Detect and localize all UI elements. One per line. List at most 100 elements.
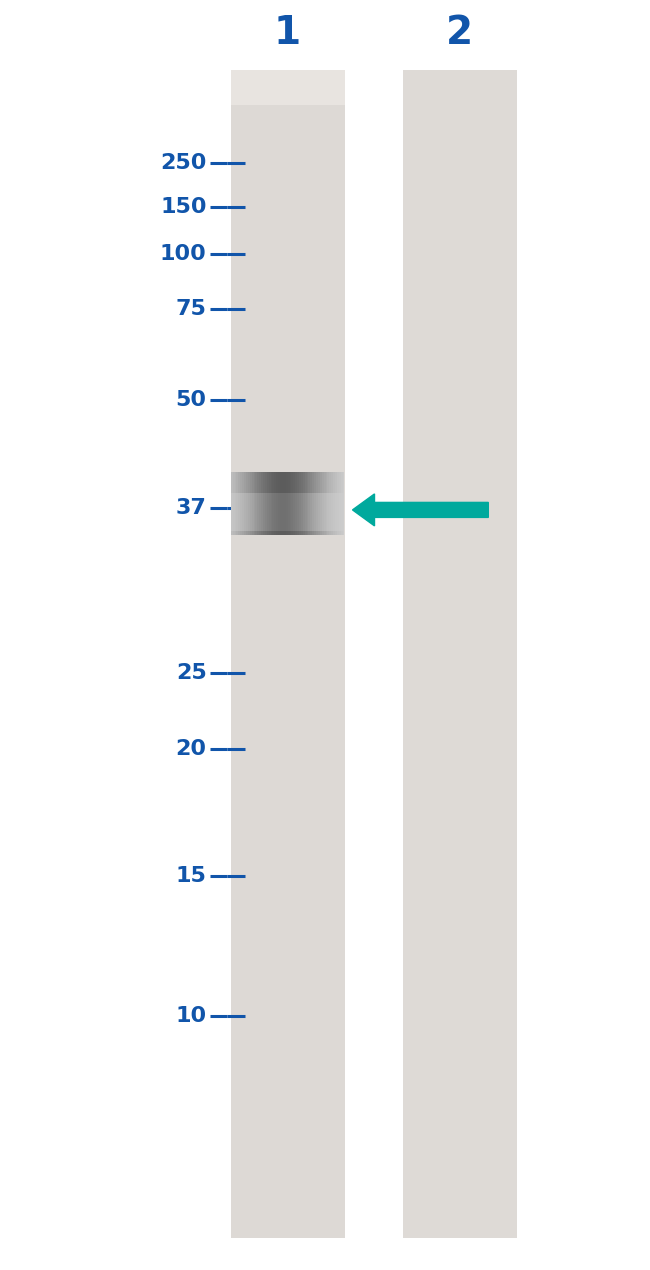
- Bar: [282, 472, 284, 535]
- FancyArrow shape: [352, 494, 488, 526]
- Bar: [263, 472, 265, 535]
- Bar: [333, 472, 335, 535]
- Bar: [237, 472, 239, 535]
- Bar: [341, 472, 343, 535]
- Bar: [341, 493, 343, 531]
- Bar: [332, 493, 333, 531]
- Bar: [261, 493, 263, 531]
- Bar: [299, 472, 301, 535]
- Text: 10: 10: [176, 1006, 207, 1026]
- Bar: [295, 472, 297, 535]
- Bar: [266, 493, 268, 531]
- Bar: [311, 472, 312, 535]
- Bar: [240, 472, 242, 535]
- Text: 20: 20: [176, 739, 207, 759]
- Bar: [343, 493, 344, 531]
- Bar: [257, 472, 259, 535]
- Bar: [278, 493, 280, 531]
- Bar: [237, 493, 239, 531]
- Bar: [322, 493, 324, 531]
- Bar: [289, 493, 291, 531]
- Bar: [268, 493, 270, 531]
- Bar: [233, 472, 235, 535]
- Bar: [320, 472, 322, 535]
- Bar: [280, 472, 282, 535]
- Text: 37: 37: [176, 498, 207, 518]
- Bar: [231, 472, 233, 535]
- Bar: [337, 493, 339, 531]
- Bar: [284, 472, 286, 535]
- Text: 25: 25: [176, 663, 207, 683]
- Bar: [303, 472, 305, 535]
- Bar: [324, 493, 326, 531]
- Bar: [233, 493, 235, 531]
- Bar: [335, 472, 337, 535]
- Bar: [286, 493, 287, 531]
- Bar: [328, 472, 330, 535]
- Bar: [248, 493, 250, 531]
- Bar: [276, 493, 278, 531]
- Bar: [291, 472, 293, 535]
- Bar: [278, 472, 280, 535]
- Bar: [252, 493, 254, 531]
- Bar: [293, 472, 295, 535]
- Bar: [314, 493, 316, 531]
- Bar: [235, 493, 237, 531]
- Bar: [270, 493, 272, 531]
- Bar: [301, 493, 303, 531]
- Text: 15: 15: [176, 866, 207, 886]
- Bar: [242, 493, 244, 531]
- Bar: [318, 472, 320, 535]
- Bar: [274, 493, 276, 531]
- Bar: [244, 472, 246, 535]
- Bar: [318, 493, 320, 531]
- Bar: [286, 472, 287, 535]
- Text: 1: 1: [274, 14, 301, 52]
- Bar: [242, 472, 244, 535]
- Text: 2: 2: [447, 14, 473, 52]
- Bar: [343, 472, 344, 535]
- Bar: [261, 472, 263, 535]
- Bar: [337, 472, 339, 535]
- Bar: [266, 472, 268, 535]
- Bar: [239, 493, 240, 531]
- Bar: [274, 472, 276, 535]
- Bar: [324, 472, 326, 535]
- Bar: [316, 493, 318, 531]
- Bar: [280, 493, 282, 531]
- Bar: [287, 493, 289, 531]
- Bar: [263, 493, 265, 531]
- Bar: [305, 472, 307, 535]
- Bar: [235, 472, 237, 535]
- Bar: [295, 493, 297, 531]
- Bar: [309, 493, 310, 531]
- Bar: [291, 493, 293, 531]
- Bar: [339, 493, 341, 531]
- Bar: [240, 493, 242, 531]
- Bar: [326, 472, 328, 535]
- Bar: [403, 70, 517, 1238]
- Bar: [299, 493, 301, 531]
- Bar: [314, 472, 316, 535]
- Bar: [244, 493, 246, 531]
- Bar: [303, 493, 305, 531]
- Bar: [270, 472, 272, 535]
- Bar: [272, 493, 274, 531]
- Bar: [312, 493, 314, 531]
- Bar: [239, 472, 240, 535]
- Bar: [246, 493, 248, 531]
- Bar: [307, 472, 309, 535]
- Bar: [316, 472, 318, 535]
- Bar: [311, 493, 312, 531]
- Bar: [332, 472, 333, 535]
- Bar: [330, 472, 332, 535]
- Bar: [335, 493, 337, 531]
- Text: 50: 50: [176, 390, 207, 410]
- Bar: [231, 70, 344, 105]
- Text: 75: 75: [176, 298, 207, 319]
- Bar: [259, 493, 261, 531]
- Bar: [276, 472, 278, 535]
- Bar: [282, 493, 284, 531]
- Bar: [254, 493, 255, 531]
- Bar: [293, 493, 295, 531]
